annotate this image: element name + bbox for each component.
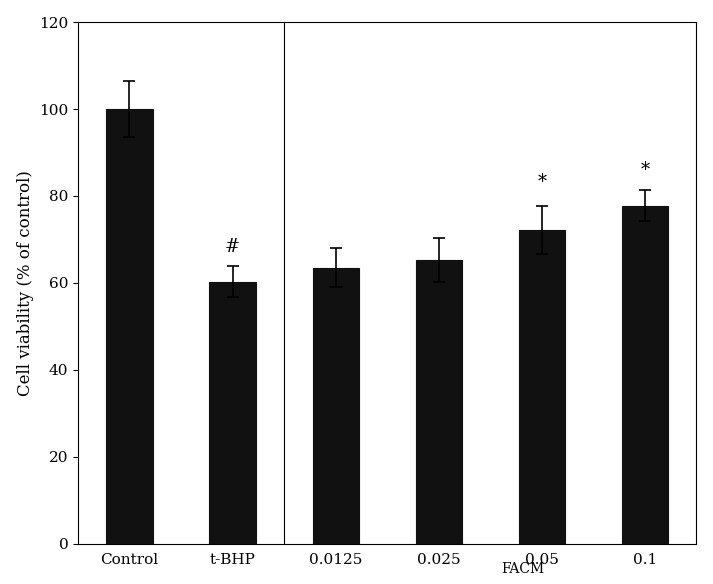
Text: #: #: [225, 238, 240, 256]
Text: FACM: FACM: [502, 562, 545, 576]
Y-axis label: Cell viability (% of control): Cell viability (% of control): [16, 170, 34, 396]
Bar: [519, 230, 565, 544]
Bar: [106, 109, 153, 544]
Bar: [416, 260, 462, 544]
Bar: [312, 267, 359, 544]
Text: *: *: [538, 173, 546, 191]
Text: *: *: [640, 161, 650, 179]
Bar: [622, 206, 668, 544]
Bar: [210, 281, 256, 544]
